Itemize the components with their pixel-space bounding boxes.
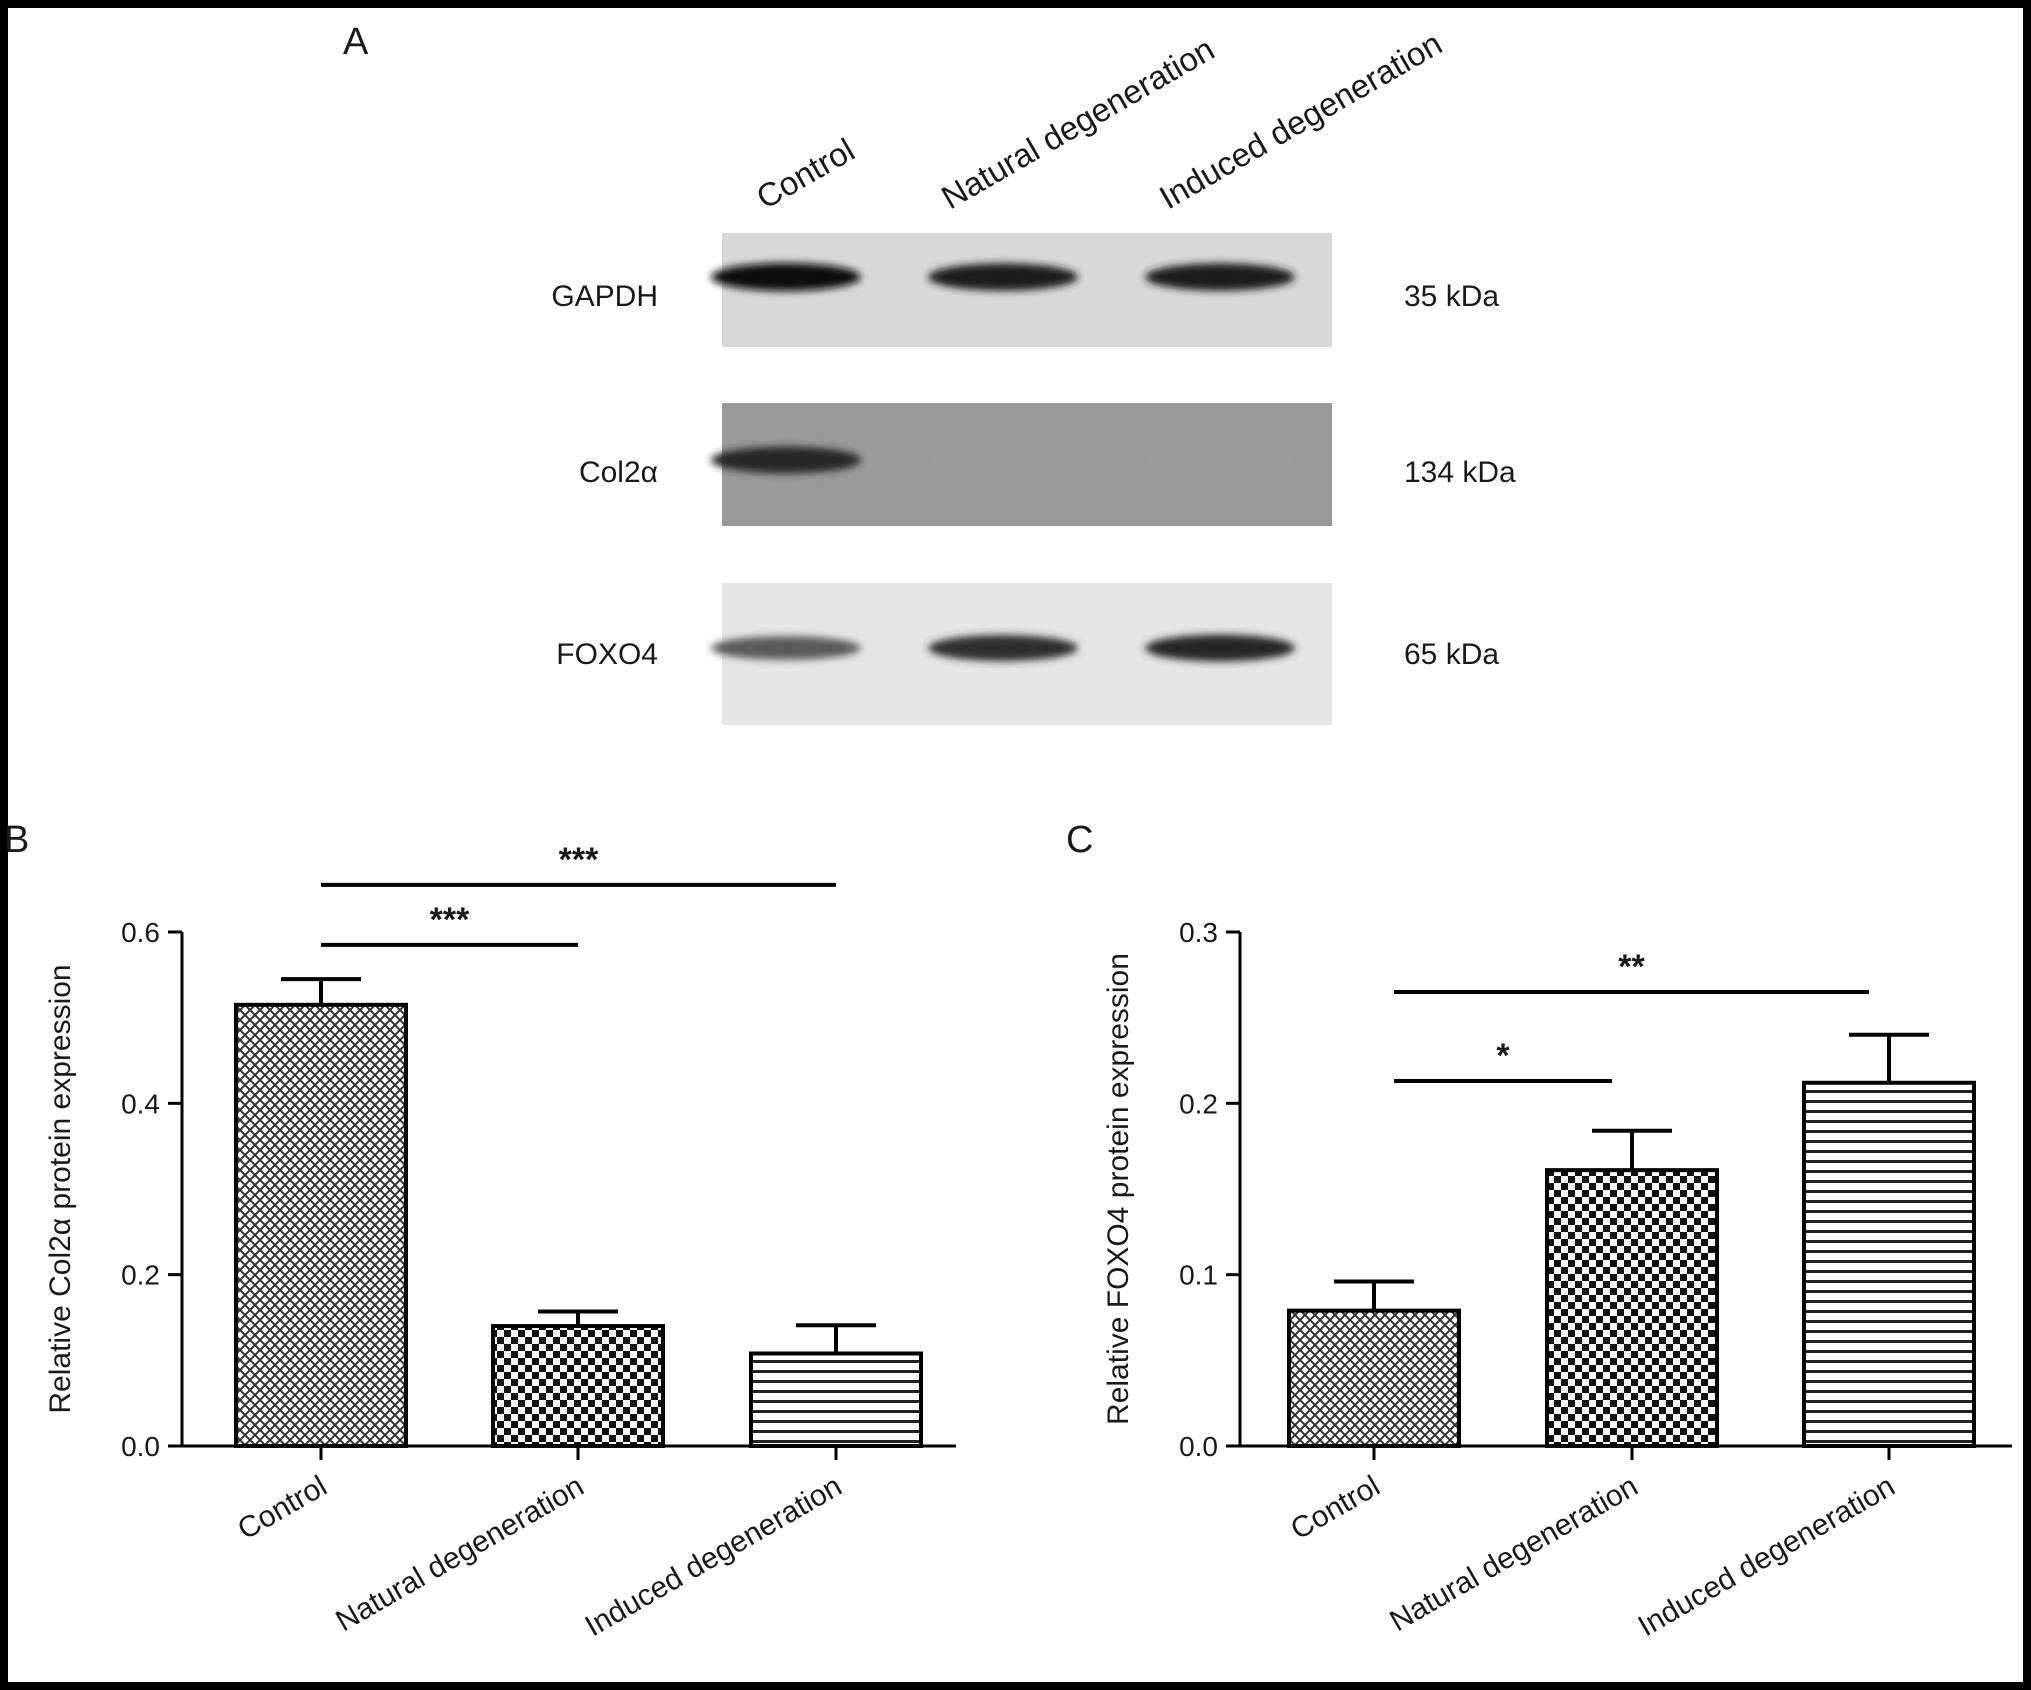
blot-band [928,634,1078,662]
y-tick-label: 0.3 [1179,917,1218,948]
blot-band [928,449,1078,471]
blot-size-label: 134 kDa [1404,456,1516,489]
blot-band [1145,634,1295,662]
bar [749,1351,923,1448]
panel-a-label: A [343,21,369,63]
y-tick-label: 0.2 [1179,1088,1218,1119]
y-tick-label: 0.2 [121,1260,160,1291]
blot-protein-label: GAPDH [551,280,658,313]
blot-size-label: 65 kDa [1404,638,1499,671]
bar [1802,1080,1976,1448]
blot-band [1145,263,1295,291]
blot-protein-label: Col2α [579,456,658,489]
significance-label: ** [1618,948,1645,986]
blot-band [928,263,1078,291]
blot-rows: GAPDH 35 kDa Col2α 134 kDa FOXO4 65 kDa [551,233,1516,725]
bar [491,1324,665,1448]
blot-protein-label: FOXO4 [556,638,658,671]
blot-band [711,446,861,474]
bar [1287,1308,1461,1448]
y-tick-label: 0.1 [1179,1260,1218,1291]
panel-b-label: B [4,819,29,861]
y-axis-title: Relative Col2α protein expression [44,964,77,1413]
y-tick-label: 0.0 [1179,1431,1218,1462]
y-tick-label: 0.4 [121,1088,160,1119]
blot-size-label: 35 kDa [1404,280,1499,313]
y-tick-label: 0.0 [121,1431,160,1462]
significance-label: *** [559,841,599,879]
y-axis-title: Relative FOXO4 protein expression [1102,953,1135,1425]
significance-label: * [1496,1037,1510,1075]
blot-band [711,263,861,291]
y-tick-label: 0.6 [121,917,160,948]
significance-label: *** [430,901,470,939]
panel-c-label: C [1066,819,1093,861]
blot-band [1145,449,1295,471]
bar [1545,1168,1719,1448]
bar [234,1002,408,1448]
blot-band [711,636,861,660]
